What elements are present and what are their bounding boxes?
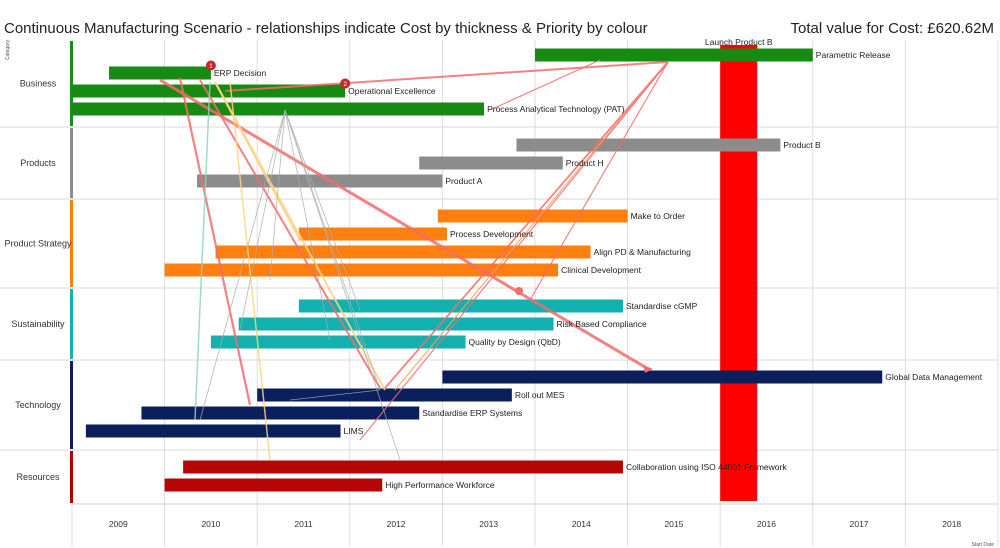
- relationship-line: [269, 109, 286, 281]
- year-tick-label: 2009: [109, 519, 128, 529]
- badge-circle: [205, 60, 216, 71]
- category-label: Technology: [15, 400, 61, 410]
- relationship-arrowhead: [643, 365, 653, 373]
- task-bar: [109, 66, 211, 80]
- task-label: Make to Order: [631, 211, 685, 221]
- badge-number: 1: [209, 63, 213, 70]
- category-color-strip: [70, 451, 73, 503]
- milestone-layer: [720, 45, 758, 501]
- category-label: Products: [20, 158, 56, 168]
- task-bar: [437, 209, 628, 223]
- relationship-line: [284, 109, 331, 341]
- relationship-line: [194, 81, 211, 421]
- task-bar: [85, 424, 341, 438]
- task-label: LIMS: [344, 426, 364, 436]
- category-label: Resources: [16, 472, 60, 482]
- relationship-line: [239, 109, 286, 331]
- task-label: Parametric Release: [816, 50, 891, 60]
- task-bar: [210, 335, 466, 349]
- task-bar: [516, 138, 781, 152]
- category-label: Product Strategy: [4, 239, 72, 249]
- year-tick-label: 2014: [572, 519, 591, 529]
- total-value-label: Total value for Cost: £620.62M: [790, 20, 994, 37]
- task-bar: [183, 460, 623, 474]
- relationship-line: [384, 61, 669, 389]
- task-bar: [298, 227, 448, 241]
- category-color-strip: [70, 41, 73, 126]
- year-tick-label: 2012: [387, 519, 406, 529]
- relationship-line: [289, 389, 381, 401]
- task-bar: [215, 245, 591, 259]
- task-bar: [164, 478, 383, 492]
- chart-title: Continuous Manufacturing Scenario - rela…: [4, 20, 648, 37]
- relationship-line: [199, 109, 286, 421]
- task-label: Operational Excellence: [348, 86, 436, 96]
- task-label: Product H: [566, 158, 604, 168]
- task-label: Product B: [783, 140, 821, 150]
- task-label: Quality by Design (QbD): [469, 337, 561, 347]
- year-tick-label: 2015: [664, 519, 683, 529]
- relationship-line: [284, 109, 401, 461]
- year-tick-label: 2010: [201, 519, 220, 529]
- year-tick-label: 2017: [850, 519, 869, 529]
- badge-number: 2: [343, 81, 347, 88]
- task-bar: [238, 317, 554, 331]
- relationship-line: [489, 59, 601, 111]
- relationship-lines: [159, 59, 669, 461]
- badge-circle: [340, 78, 351, 89]
- relationship-line: [229, 81, 271, 461]
- task-label: Clinical Development: [561, 265, 641, 275]
- task-label: ERP Decision: [214, 68, 267, 78]
- milestone-bar: [720, 45, 758, 501]
- category-color-strip: [70, 128, 73, 198]
- task-label: Global Data Management: [885, 372, 983, 382]
- task-bar: [298, 299, 623, 313]
- task-label: Process Analytical Technology (PAT): [487, 104, 625, 114]
- task-label: Align PD & Manufacturing: [594, 247, 692, 257]
- relationship-line: [284, 109, 381, 391]
- task-bar: [72, 102, 485, 116]
- task-label: Standardise cGMP: [626, 301, 698, 311]
- bar-layer: [72, 48, 883, 492]
- relationship-line: [529, 61, 669, 301]
- relationship-node: [515, 287, 523, 295]
- task-bar: [442, 370, 883, 384]
- relationship-line: [359, 61, 669, 441]
- relationship-line: [178, 77, 252, 406]
- category-color-strip: [70, 361, 73, 449]
- x-axis-title: Start Date: [971, 542, 994, 548]
- task-label: Roll out MES: [515, 390, 565, 400]
- task-label: Process Development: [450, 229, 534, 239]
- relationship-line: [214, 81, 301, 241]
- task-bar: [164, 263, 559, 277]
- label-layer: 2009 2010 2011 2012 2013 2014 2015 2016 2017 2018…: [4, 37, 994, 548]
- year-tick-label: 2011: [294, 519, 313, 529]
- task-bar: [257, 388, 512, 402]
- year-tick-label: 2018: [942, 519, 961, 529]
- year-tick-label: 2013: [479, 519, 498, 529]
- task-label: High Performance Workforce: [385, 480, 495, 490]
- relationship-line: [225, 61, 669, 92]
- relationship-line: [394, 61, 669, 391]
- y-axis-title: Category: [5, 39, 11, 60]
- milestone-label: Launch Product B: [705, 37, 773, 47]
- category-color-strip: [70, 289, 73, 359]
- task-label: Standardise ERP Systems: [422, 408, 522, 418]
- task-label: Collaboration using ISO 44001 Framework: [626, 462, 787, 472]
- task-label: Product A: [445, 176, 482, 186]
- task-bar: [535, 48, 813, 62]
- task-bar: [141, 406, 420, 420]
- category-label: Business: [20, 79, 57, 89]
- year-tick-label: 2016: [757, 519, 776, 529]
- relationship-line: [284, 109, 361, 311]
- task-label: Risk Based Compliance: [557, 319, 648, 329]
- category-label: Sustainability: [11, 319, 65, 329]
- category-color-strip: [70, 200, 73, 287]
- relationship-line: [199, 79, 381, 389]
- task-bar: [197, 174, 443, 188]
- task-bar: [419, 156, 563, 170]
